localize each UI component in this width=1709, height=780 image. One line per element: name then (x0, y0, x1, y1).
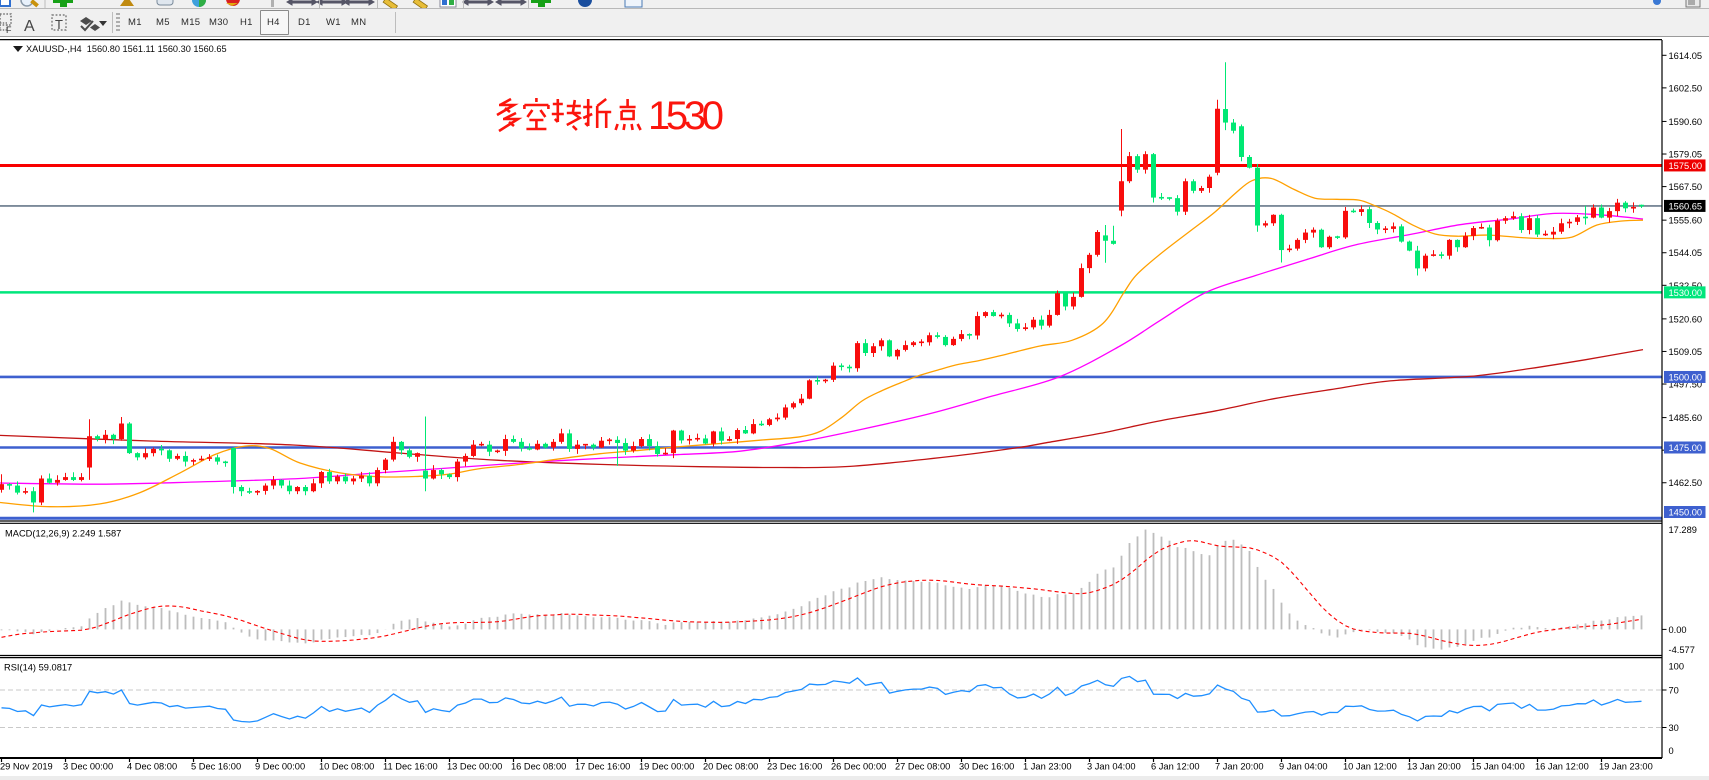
svg-text:16 Dec 08:00: 16 Dec 08:00 (511, 762, 566, 772)
svg-text:1 Jan 23:00: 1 Jan 23:00 (1023, 762, 1072, 772)
svg-text:A: A (24, 18, 35, 35)
svg-text:17 Dec 16:00: 17 Dec 16:00 (575, 762, 630, 772)
svg-text:17.289: 17.289 (1669, 525, 1697, 535)
svg-text:7 Jan 20:00: 7 Jan 20:00 (1215, 762, 1264, 772)
svg-text:100: 100 (1669, 662, 1685, 672)
svg-text:13 Jan 20:00: 13 Jan 20:00 (1407, 762, 1461, 772)
svg-text:0: 0 (1669, 746, 1674, 756)
svg-text:T: T (55, 17, 63, 32)
svg-text:9 Jan 04:00: 9 Jan 04:00 (1279, 762, 1328, 772)
svg-text:MACD(12,26,9) 2.249 1.587: MACD(12,26,9) 2.249 1.587 (5, 529, 121, 539)
svg-text:0.00: 0.00 (1669, 625, 1687, 635)
svg-text:1462.50: 1462.50 (1669, 478, 1703, 488)
svg-text:1590.60: 1590.60 (1669, 117, 1703, 127)
svg-text:1530: 1530 (648, 94, 724, 138)
svg-text:1485.60: 1485.60 (1669, 413, 1703, 423)
svg-text:1509.05: 1509.05 (1669, 347, 1703, 357)
svg-text:20 Dec 08:00: 20 Dec 08:00 (703, 762, 758, 772)
svg-text:6 Jan 12:00: 6 Jan 12:00 (1151, 762, 1200, 772)
svg-text:27 Dec 08:00: 27 Dec 08:00 (895, 762, 950, 772)
svg-text:5 Dec 16:00: 5 Dec 16:00 (191, 762, 241, 772)
svg-text:4 Dec 08:00: 4 Dec 08:00 (127, 762, 177, 772)
svg-text:1532.50: 1532.50 (1669, 281, 1703, 291)
svg-text:13 Dec 00:00: 13 Dec 00:00 (447, 762, 502, 772)
svg-text:3 Jan 04:00: 3 Jan 04:00 (1087, 762, 1136, 772)
svg-text:16 Jan 12:00: 16 Jan 12:00 (1535, 762, 1589, 772)
svg-text:3 Dec 00:00: 3 Dec 00:00 (63, 762, 113, 772)
svg-text:RSI(14) 59.0817: RSI(14) 59.0817 (4, 663, 72, 673)
svg-text:1544.05: 1544.05 (1669, 248, 1703, 258)
svg-text:70: 70 (1669, 686, 1679, 696)
svg-text:1614.05: 1614.05 (1669, 51, 1703, 61)
svg-text:F: F (6, 25, 12, 35)
svg-text:1602.50: 1602.50 (1669, 83, 1703, 93)
svg-text:30: 30 (1669, 723, 1679, 733)
svg-text:29 Nov 2019: 29 Nov 2019 (0, 762, 53, 772)
svg-text:30 Dec 16:00: 30 Dec 16:00 (959, 762, 1014, 772)
svg-text:1560.65: 1560.65 (1669, 201, 1703, 211)
svg-text:19 Jan 23:00: 19 Jan 23:00 (1599, 762, 1653, 772)
svg-text:19 Dec 00:00: 19 Dec 00:00 (639, 762, 694, 772)
svg-text:1500.00: 1500.00 (1669, 372, 1703, 382)
svg-text:15 Jan 04:00: 15 Jan 04:00 (1471, 762, 1525, 772)
svg-text:1450.00: 1450.00 (1669, 508, 1703, 518)
svg-text:1579.05: 1579.05 (1669, 150, 1703, 160)
svg-text:23 Dec 16:00: 23 Dec 16:00 (767, 762, 822, 772)
svg-text:1555.60: 1555.60 (1669, 216, 1703, 226)
svg-text:1575.00: 1575.00 (1669, 161, 1703, 171)
svg-text:10 Jan 12:00: 10 Jan 12:00 (1343, 762, 1397, 772)
svg-text:11 Dec 16:00: 11 Dec 16:00 (383, 762, 438, 772)
svg-text:1497.50: 1497.50 (1669, 380, 1703, 390)
svg-text:1475.00: 1475.00 (1669, 443, 1703, 453)
svg-text:1520.60: 1520.60 (1669, 314, 1703, 324)
svg-text:1567.50: 1567.50 (1669, 182, 1703, 192)
svg-text:10 Dec 08:00: 10 Dec 08:00 (319, 762, 374, 772)
svg-text:26 Dec 00:00: 26 Dec 00:00 (831, 762, 886, 772)
svg-text:-4.577: -4.577 (1669, 645, 1695, 655)
svg-text:1530.00: 1530.00 (1669, 288, 1703, 298)
svg-text:9 Dec 00:00: 9 Dec 00:00 (255, 762, 305, 772)
